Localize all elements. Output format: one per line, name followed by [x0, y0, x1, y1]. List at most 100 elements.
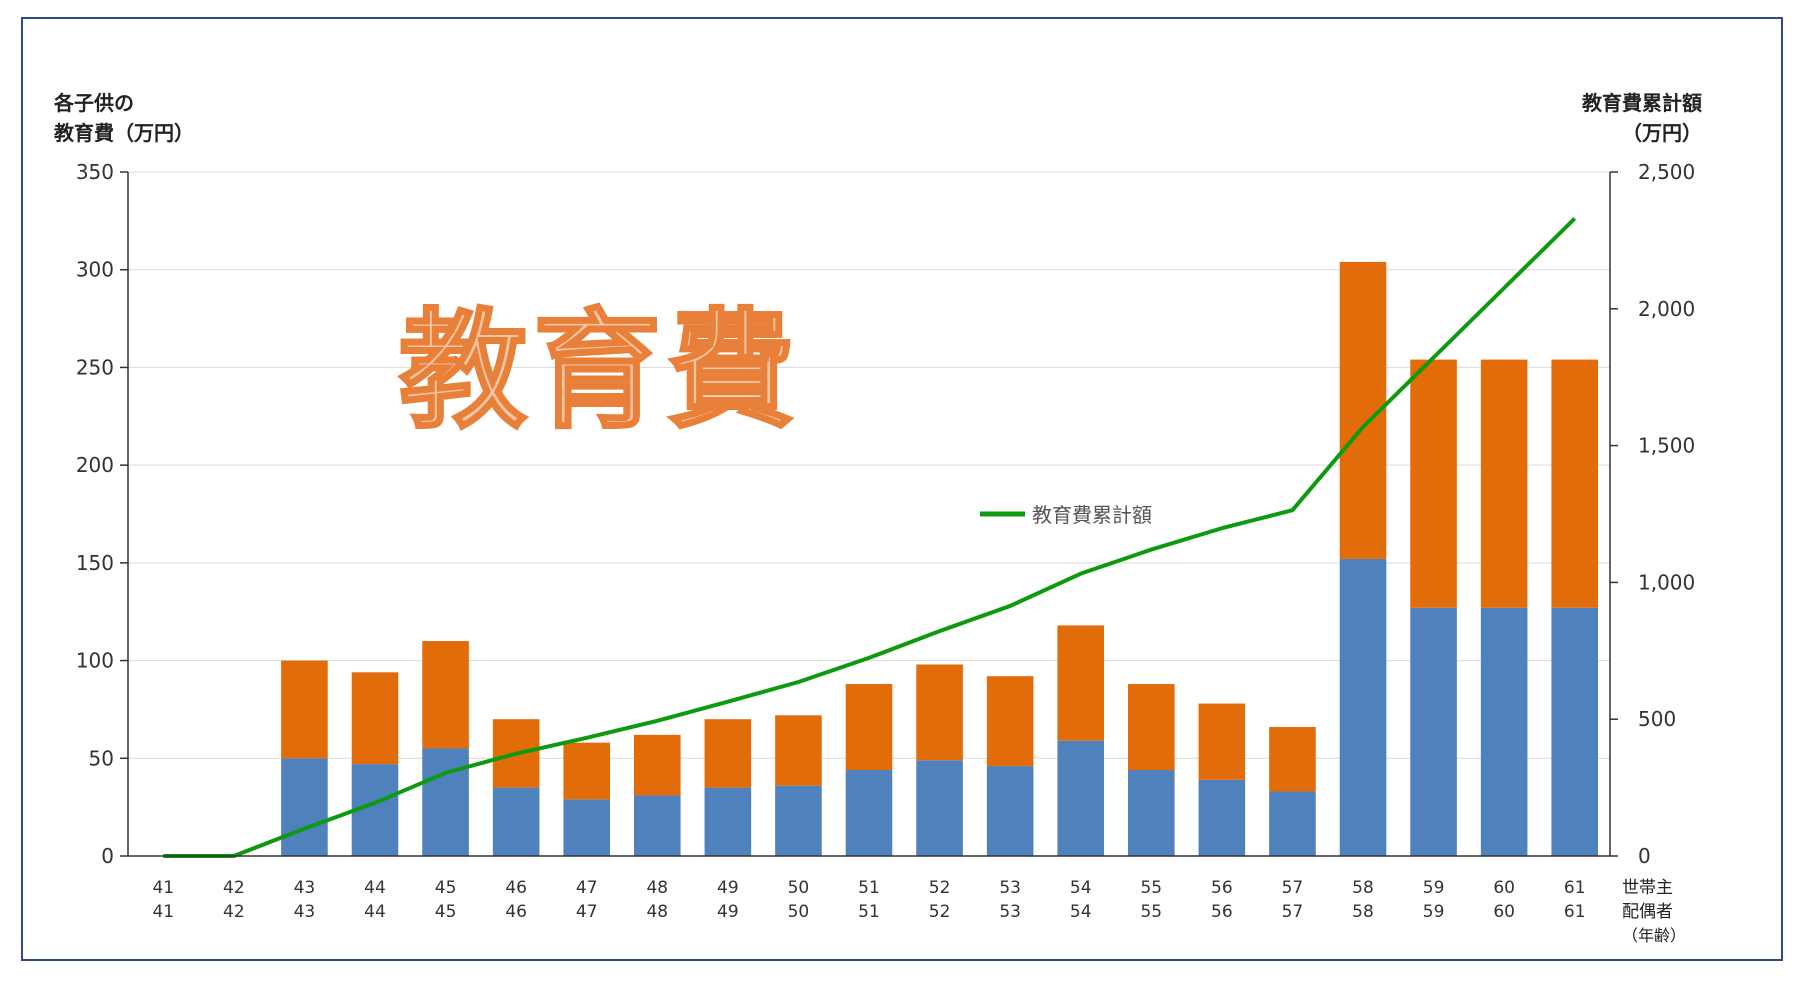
x-tick-label-householder: 59	[1423, 878, 1445, 898]
bar-segment-1	[987, 766, 1034, 856]
left-tick-label: 250	[76, 355, 114, 379]
left-tick-label: 0	[101, 844, 114, 868]
legend-label: 教育費累計額	[1032, 503, 1152, 527]
x-tick-label-spouse: 60	[1493, 902, 1515, 922]
x-tick-label-householder: 56	[1211, 878, 1233, 898]
x-tick-label-householder: 41	[152, 878, 174, 898]
x-tick-label-spouse: 46	[505, 902, 527, 922]
right-tick-label: 0	[1638, 844, 1651, 868]
bar-segment-1	[705, 788, 752, 856]
left-tick-label: 150	[76, 551, 114, 575]
bar-segment-2	[846, 684, 893, 770]
bar-segment-2	[1269, 727, 1316, 791]
bar-segment-1	[493, 788, 540, 856]
x-tick-label-householder: 45	[435, 878, 457, 898]
bar-segment-1	[422, 749, 469, 856]
left-tick-label: 100	[76, 649, 114, 673]
x-tick-label-spouse: 41	[152, 902, 174, 922]
x-tick-label-householder: 55	[1140, 878, 1162, 898]
x-tick-label-householder: 50	[788, 878, 810, 898]
bar-segment-2	[1128, 684, 1175, 770]
bar-segment-2	[705, 719, 752, 787]
right-tick-label: 1,000	[1638, 570, 1695, 594]
bar-segment-1	[281, 758, 328, 856]
x-tick-label-householder: 46	[505, 878, 527, 898]
bar-segment-2	[634, 735, 681, 796]
x-tick-label-householder: 60	[1493, 878, 1515, 898]
bar-segment-2	[916, 664, 963, 760]
bar-segment-2	[563, 743, 610, 800]
x-tick-label-spouse: 42	[223, 902, 245, 922]
x-tick-label-spouse: 59	[1423, 902, 1445, 922]
x-tick-label-spouse: 50	[788, 902, 810, 922]
bar-segment-1	[563, 799, 610, 856]
x-tick-label-householder: 44	[364, 878, 386, 898]
left-axis-title-line2: 教育費（万円）	[54, 121, 194, 145]
x-tick-label-householder: 54	[1070, 878, 1092, 898]
x-tick-label-spouse: 43	[294, 902, 316, 922]
x-tick-label-householder: 52	[929, 878, 951, 898]
right-tick-label: 2,000	[1638, 297, 1695, 321]
watermark-title: 教育費	[399, 297, 801, 446]
bar-segment-2	[1410, 360, 1457, 608]
x-tick-label-householder: 51	[858, 878, 880, 898]
bar-segment-2	[987, 676, 1034, 766]
x-legend-householder: 世帯主	[1622, 878, 1673, 898]
x-tick-label-householder: 61	[1564, 878, 1586, 898]
x-tick-label-spouse: 47	[576, 902, 598, 922]
left-tick-label: 50	[89, 746, 114, 770]
left-axis-title-line1: 各子供の	[53, 91, 134, 115]
x-tick-label-spouse: 58	[1352, 902, 1374, 922]
x-tick-label-householder: 53	[999, 878, 1021, 898]
bar-segment-1	[846, 770, 893, 856]
bar-segment-1	[1551, 608, 1598, 856]
right-tick-label: 2,500	[1638, 160, 1695, 184]
bar-segment-1	[916, 760, 963, 856]
x-tick-label-spouse: 44	[364, 902, 386, 922]
bar-segment-2	[1551, 360, 1598, 608]
x-tick-label-spouse: 48	[646, 902, 668, 922]
left-tick-label: 200	[76, 453, 114, 477]
x-tick-label-householder: 57	[1282, 878, 1304, 898]
bar-segment-1	[1481, 608, 1528, 856]
x-legend-age: （年齢）	[1622, 926, 1686, 945]
bar-segment-2	[775, 715, 822, 785]
bar-segment-1	[1128, 770, 1175, 856]
x-tick-label-spouse: 53	[999, 902, 1021, 922]
bar-segment-1	[1340, 559, 1387, 856]
bar-segment-1	[1410, 608, 1457, 856]
x-tick-label-householder: 58	[1352, 878, 1374, 898]
right-axis-title-line1: 教育費累計額	[1582, 91, 1702, 115]
x-tick-label-spouse: 61	[1564, 902, 1586, 922]
x-tick-label-spouse: 54	[1070, 902, 1092, 922]
right-tick-label: 500	[1638, 707, 1676, 731]
bar-segment-2	[281, 661, 328, 759]
bar-segment-1	[1057, 741, 1104, 856]
bar-segment-1	[1199, 780, 1246, 856]
bar-segment-2	[352, 672, 399, 764]
x-tick-label-spouse: 56	[1211, 902, 1233, 922]
right-axis-title-line2: （万円）	[1622, 121, 1702, 145]
x-tick-label-spouse: 57	[1282, 902, 1304, 922]
left-tick-label: 350	[76, 160, 114, 184]
x-tick-label-spouse: 52	[929, 902, 951, 922]
x-tick-label-spouse: 51	[858, 902, 880, 922]
x-tick-label-householder: 49	[717, 878, 739, 898]
bar-segment-1	[634, 795, 681, 856]
x-tick-label-householder: 47	[576, 878, 598, 898]
bar-segment-2	[1057, 625, 1104, 740]
left-tick-label: 300	[76, 258, 114, 282]
bar-segment-2	[1199, 704, 1246, 780]
x-tick-label-householder: 48	[646, 878, 668, 898]
x-tick-label-spouse: 55	[1140, 902, 1162, 922]
x-tick-label-householder: 43	[294, 878, 316, 898]
x-tick-label-spouse: 49	[717, 902, 739, 922]
x-legend-spouse: 配偶者	[1622, 902, 1673, 922]
x-tick-label-householder: 42	[223, 878, 245, 898]
bar-segment-1	[775, 786, 822, 856]
bar-segment-1	[1269, 792, 1316, 856]
x-tick-label-spouse: 45	[435, 902, 457, 922]
right-tick-label: 1,500	[1638, 434, 1695, 458]
